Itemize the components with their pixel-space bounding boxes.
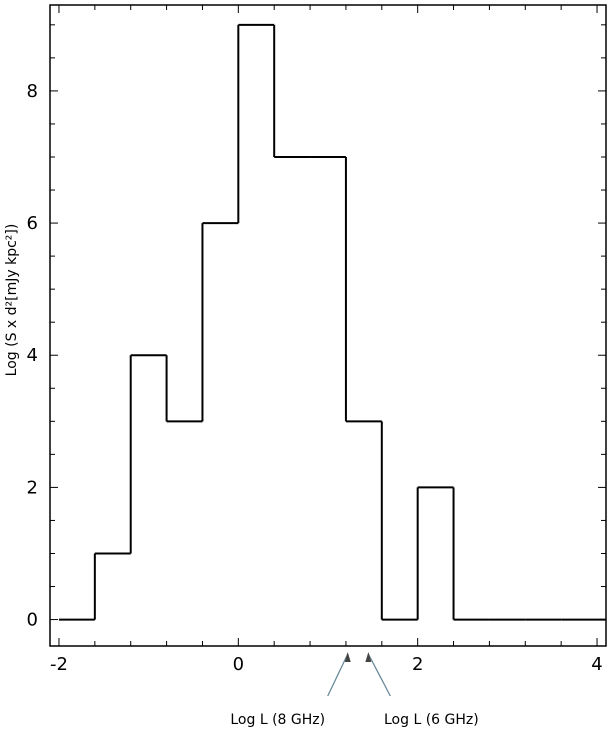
histogram-steps xyxy=(58,23,606,621)
tick-labels: -2 0 2 4 0 2 4 6 8 xyxy=(27,81,603,675)
y-tick-label: 6 xyxy=(27,213,38,234)
annotations: Log L (8 GHz) Log L (6 GHz) xyxy=(230,652,479,728)
arrow-8ghz xyxy=(327,653,349,697)
axis-ticks xyxy=(50,5,606,646)
arrowhead-8ghz xyxy=(344,652,351,662)
x-tick-label: 2 xyxy=(412,654,423,675)
y-tick-label: 8 xyxy=(27,81,38,102)
arrow-6ghz xyxy=(367,653,391,697)
annotation-6ghz-label: Log L (6 GHz) xyxy=(384,712,479,728)
plot-border xyxy=(49,4,607,647)
x-tick-label: 4 xyxy=(591,654,602,675)
y-tick-label: 2 xyxy=(27,477,38,498)
x-tick-label: 0 xyxy=(233,654,244,675)
annotation-8ghz-label: Log L (8 GHz) xyxy=(230,712,325,728)
y-tick-label: 0 xyxy=(27,610,38,631)
y-tick-label: 4 xyxy=(27,345,38,366)
x-tick-label: -2 xyxy=(50,654,68,675)
arrowhead-6ghz xyxy=(365,652,372,662)
y-axis-label: Log (S x d²[mJy kpc²]) xyxy=(4,224,20,377)
plot-frame xyxy=(49,4,607,647)
